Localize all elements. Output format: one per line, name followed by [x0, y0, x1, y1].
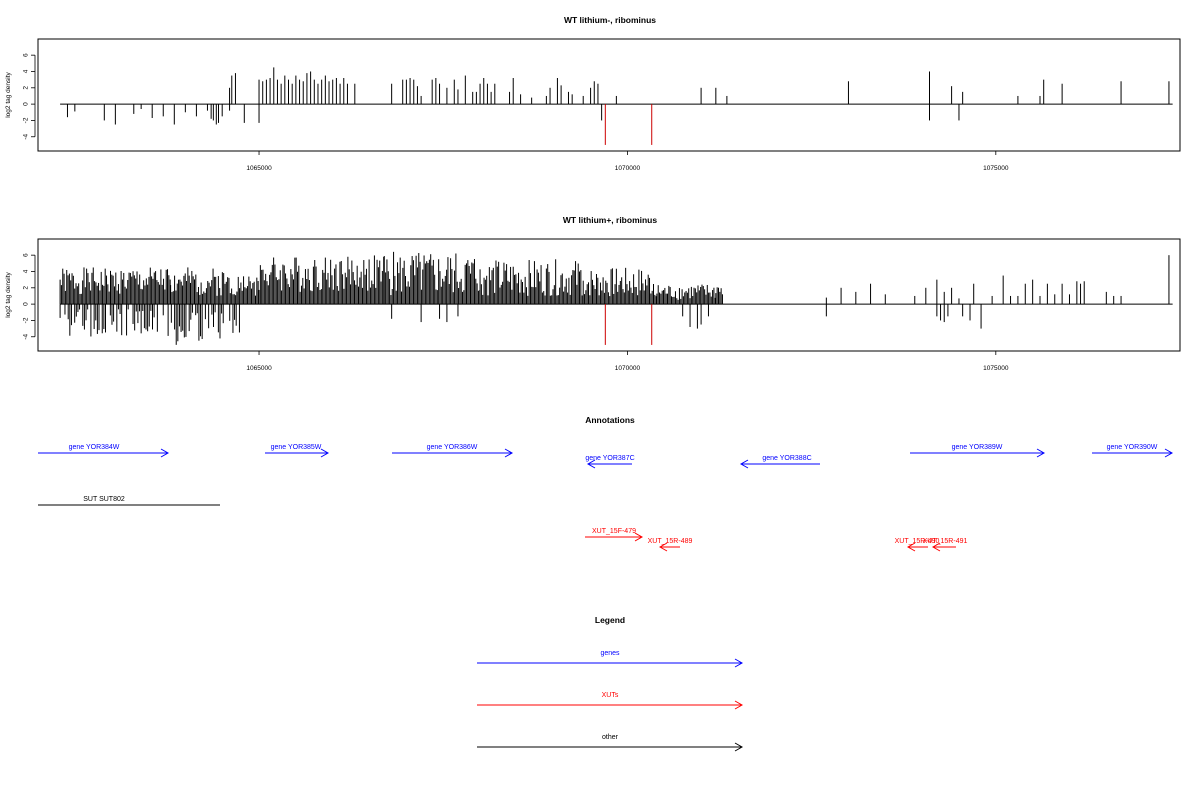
- other-label: SUT SUT802: [83, 496, 125, 503]
- gene-arrow-head: [504, 448, 514, 458]
- gene-arrow-head: [160, 448, 170, 458]
- panel2-bars: [59, 251, 1173, 345]
- x-tick-label: 1075000: [983, 165, 1009, 172]
- y-tick-label: -2: [23, 317, 30, 323]
- panel2-x-axis: 1065000 1070000 1075000: [246, 351, 1009, 372]
- panel2-frame: [37, 238, 1181, 352]
- legend-arrowhead: [734, 658, 744, 668]
- gene-label: gene YOR386W: [427, 444, 478, 451]
- legend-item-label: other: [602, 734, 619, 741]
- panel1-ylabel: log2 tag density: [5, 71, 12, 117]
- legend-arrowhead: [734, 742, 744, 752]
- legend-item-label: XUTs: [602, 692, 619, 699]
- xut-arrow-head: [906, 542, 916, 552]
- x-tick-label: 1065000: [246, 165, 272, 172]
- gene-label: gene YOR389W: [952, 444, 1003, 451]
- gene-label: gene YOR384W: [69, 444, 120, 451]
- gene-label: gene YOR390W: [1107, 444, 1158, 451]
- xut-label: XUT_15R-490: [895, 538, 940, 545]
- x-tick-label: 1070000: [615, 165, 641, 172]
- panel1-bars: [60, 67, 1173, 145]
- y-tick-label: 6: [23, 53, 30, 57]
- panel2-y-axis: 6 4 2 0 -2 -4: [23, 253, 36, 340]
- panel1-title: WT lithium-, ribominus: [564, 15, 656, 25]
- gene-label: gene YOR388C: [762, 455, 811, 462]
- annotation-tracks: gene YOR384W gene YOR385W gene YOR386W gene…: [38, 444, 1174, 552]
- y-tick-label: 2: [23, 286, 30, 290]
- panel1-y-axis: 6 4 2 0 -2 -4: [23, 53, 36, 140]
- y-tick-label: -4: [23, 133, 30, 139]
- y-tick-label: -2: [23, 117, 30, 123]
- xut-label: XUT_15R-491: [923, 538, 968, 545]
- gene-arrow-head: [1164, 448, 1174, 458]
- y-tick-label: 0: [23, 302, 30, 306]
- x-tick-label: 1070000: [615, 365, 641, 372]
- xut-arrow-head: [634, 532, 644, 542]
- gene-label: gene YOR385W: [271, 444, 322, 451]
- y-tick-label: 6: [23, 253, 30, 257]
- gene-arrow-head: [320, 448, 330, 458]
- panel1-frame: [37, 38, 1181, 152]
- xut-arrow-head: [658, 542, 668, 552]
- panel2-ylabel: log2 tag density: [5, 271, 12, 317]
- annotations-title: Annotations: [585, 415, 635, 425]
- xut-arrow-head: [931, 542, 941, 552]
- legend: genes XUTs other: [477, 650, 744, 752]
- y-tick-label: 4: [23, 69, 30, 73]
- legend-title: Legend: [595, 615, 625, 625]
- x-tick-label: 1075000: [983, 365, 1009, 372]
- y-tick-label: 0: [23, 102, 30, 106]
- legend-arrowhead: [734, 700, 744, 710]
- y-tick-label: -4: [23, 333, 30, 339]
- y-tick-label: 2: [23, 86, 30, 90]
- gene-arrow-head: [739, 459, 749, 469]
- y-tick-label: 4: [23, 269, 30, 273]
- gene-arrow-head: [1036, 448, 1046, 458]
- legend-item-label: genes: [600, 650, 620, 657]
- panel1-x-axis: 1065000 1070000 1075000: [246, 151, 1009, 172]
- x-tick-label: 1065000: [246, 365, 272, 372]
- xut-label: XUT_15F-479: [592, 528, 636, 535]
- gene-label: gene YOR387C: [585, 455, 634, 462]
- xut-label: XUT_15R-489: [648, 538, 693, 545]
- panel2-title: WT lithium+, ribominus: [563, 215, 657, 225]
- gene-arrow-head: [586, 459, 596, 469]
